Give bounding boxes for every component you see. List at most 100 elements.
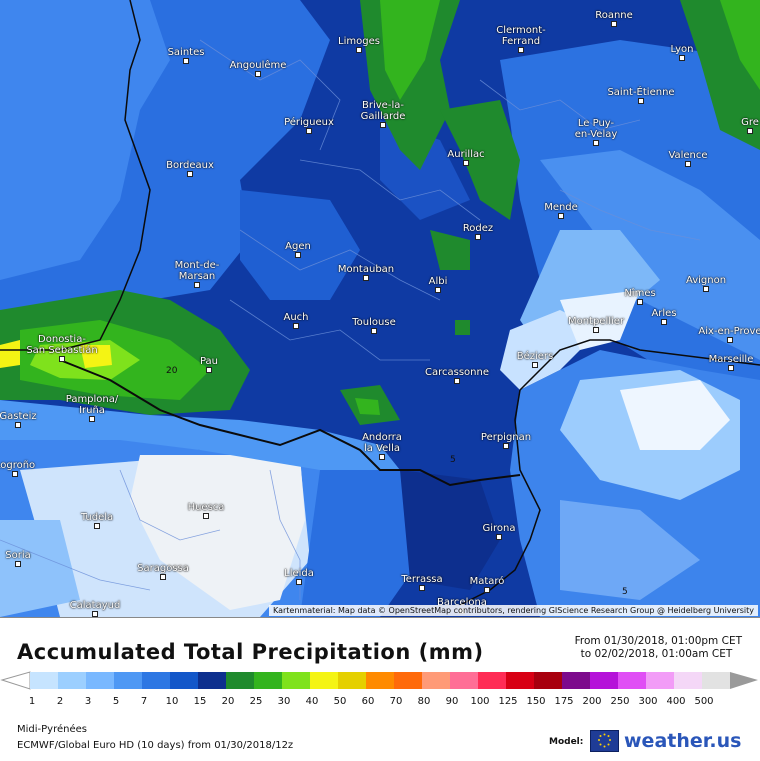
scale-tick-label: 20: [221, 696, 235, 707]
scale-tick-label: 500: [694, 696, 714, 707]
city-label: Tudela: [80, 512, 114, 523]
scale-swatch: [674, 672, 703, 689]
scale-swatch: [170, 672, 199, 689]
scale-swatch: [394, 672, 423, 689]
city-label: Carcassonne: [425, 367, 489, 378]
city-label: Saint-Étienne: [607, 87, 675, 98]
city-marker: [611, 21, 617, 27]
region-label: Midi-Pyrénées: [17, 724, 87, 735]
city-label: Brive-la- Gaillarde: [360, 100, 406, 122]
city-label: Calatayud: [69, 600, 121, 611]
scale-swatch: [702, 672, 731, 689]
city-marker: [356, 47, 362, 53]
city-label: Mende: [544, 202, 578, 213]
brand-logo[interactable]: weather.us: [590, 730, 741, 752]
scale-swatch: [282, 672, 311, 689]
scale-swatch: [618, 672, 647, 689]
city-label: Clermont- Ferrand: [496, 25, 546, 47]
city-marker: [496, 534, 502, 540]
city-marker: [255, 71, 261, 77]
city-marker: [296, 579, 302, 585]
city-label: Avignon: [685, 275, 727, 286]
scale-tick-label: 7: [140, 696, 148, 707]
city-marker: [593, 327, 599, 333]
city-marker: [203, 513, 209, 519]
city-label: Le Puy-en-Velay: [574, 118, 618, 140]
period-to: to 02/02/2018, 01:00am CET: [580, 648, 733, 660]
city-marker: [747, 128, 753, 134]
scale-swatch: [422, 672, 451, 689]
city-label: Marseille: [708, 354, 754, 365]
city-marker: [638, 98, 644, 104]
scale-swatch: [198, 672, 227, 689]
city-marker: [703, 286, 709, 292]
city-marker: [12, 471, 18, 477]
city-label: Nîmes: [624, 288, 656, 299]
city-label: Limoges: [338, 36, 380, 47]
city-label: Pamplona/Iruña: [65, 394, 119, 416]
city-marker: [593, 140, 599, 146]
scale-swatch: [506, 672, 535, 689]
scale-low-arrow: [0, 671, 31, 690]
city-label: Lleida: [284, 568, 314, 579]
city-marker: [92, 611, 98, 617]
scale-swatch: [478, 672, 507, 689]
scale-tick-label: 400: [666, 696, 686, 707]
city-marker: [518, 47, 524, 53]
city-label: Aurillac: [447, 149, 485, 160]
city-marker: [59, 356, 65, 362]
scale-tick-label: 25: [249, 696, 263, 707]
city-label: Girona: [482, 523, 516, 534]
city-label: Saintes: [167, 47, 205, 58]
city-marker: [463, 160, 469, 166]
scale-tick-label: 100: [470, 696, 490, 707]
scale-swatch: [30, 672, 59, 689]
color-scale: [0, 671, 758, 690]
city-marker: [379, 454, 385, 460]
city-label: Soria: [5, 550, 31, 561]
scale-tick-label: 90: [445, 696, 459, 707]
scale-swatch: [366, 672, 395, 689]
city-label: Pau: [199, 356, 219, 367]
city-marker: [679, 55, 685, 61]
eu-flag-icon: [590, 730, 619, 752]
scale-tick-label: 50: [333, 696, 347, 707]
precipitation-map[interactable]: Saintes Angoulême Limoges Clermont- Ferrand R…: [0, 0, 760, 617]
scale-tick-label: 60: [361, 696, 375, 707]
city-label: Rodez: [462, 223, 494, 234]
city-marker: [419, 585, 425, 591]
contour-value: 5: [450, 455, 456, 465]
city-label: Valence: [668, 150, 708, 161]
city-label: Mataró: [469, 576, 505, 587]
city-label: Albi: [428, 276, 448, 287]
scale-tick-label: 2: [56, 696, 64, 707]
scale-tick-label: 175: [554, 696, 574, 707]
scale-swatch: [534, 672, 563, 689]
scale-swatch: [58, 672, 87, 689]
scale-tick-label: 1: [28, 696, 36, 707]
scale-swatch: [86, 672, 115, 689]
scale-tick-label: 40: [305, 696, 319, 707]
scale-swatch: [562, 672, 591, 689]
city-marker: [484, 587, 490, 593]
city-label: Donostia- San Sebastián: [26, 334, 98, 356]
scale-swatch: [450, 672, 479, 689]
scale-tick-label: 30: [277, 696, 291, 707]
city-marker: [15, 422, 21, 428]
city-label: Perpignan: [480, 432, 532, 443]
scale-swatch: [310, 672, 339, 689]
scale-tick-label: 300: [638, 696, 658, 707]
city-marker: [293, 323, 299, 329]
city-label: Gasteiz: [0, 411, 37, 422]
city-label: Bordeaux: [166, 160, 214, 171]
city-label: Roanne: [595, 10, 633, 21]
city-marker: [454, 378, 460, 384]
city-label: Montauban: [337, 264, 395, 275]
city-marker: [380, 122, 386, 128]
scale-tick-label: 70: [389, 696, 403, 707]
period-from: From 01/30/2018, 01:00pm CET: [574, 635, 742, 647]
model-run-label: ECMWF/Global Euro HD (10 days) from 01/3…: [17, 740, 294, 751]
scale-tick-label: 5: [112, 696, 120, 707]
city-marker: [371, 328, 377, 334]
city-label: Mont-de- Marsan: [174, 260, 220, 282]
